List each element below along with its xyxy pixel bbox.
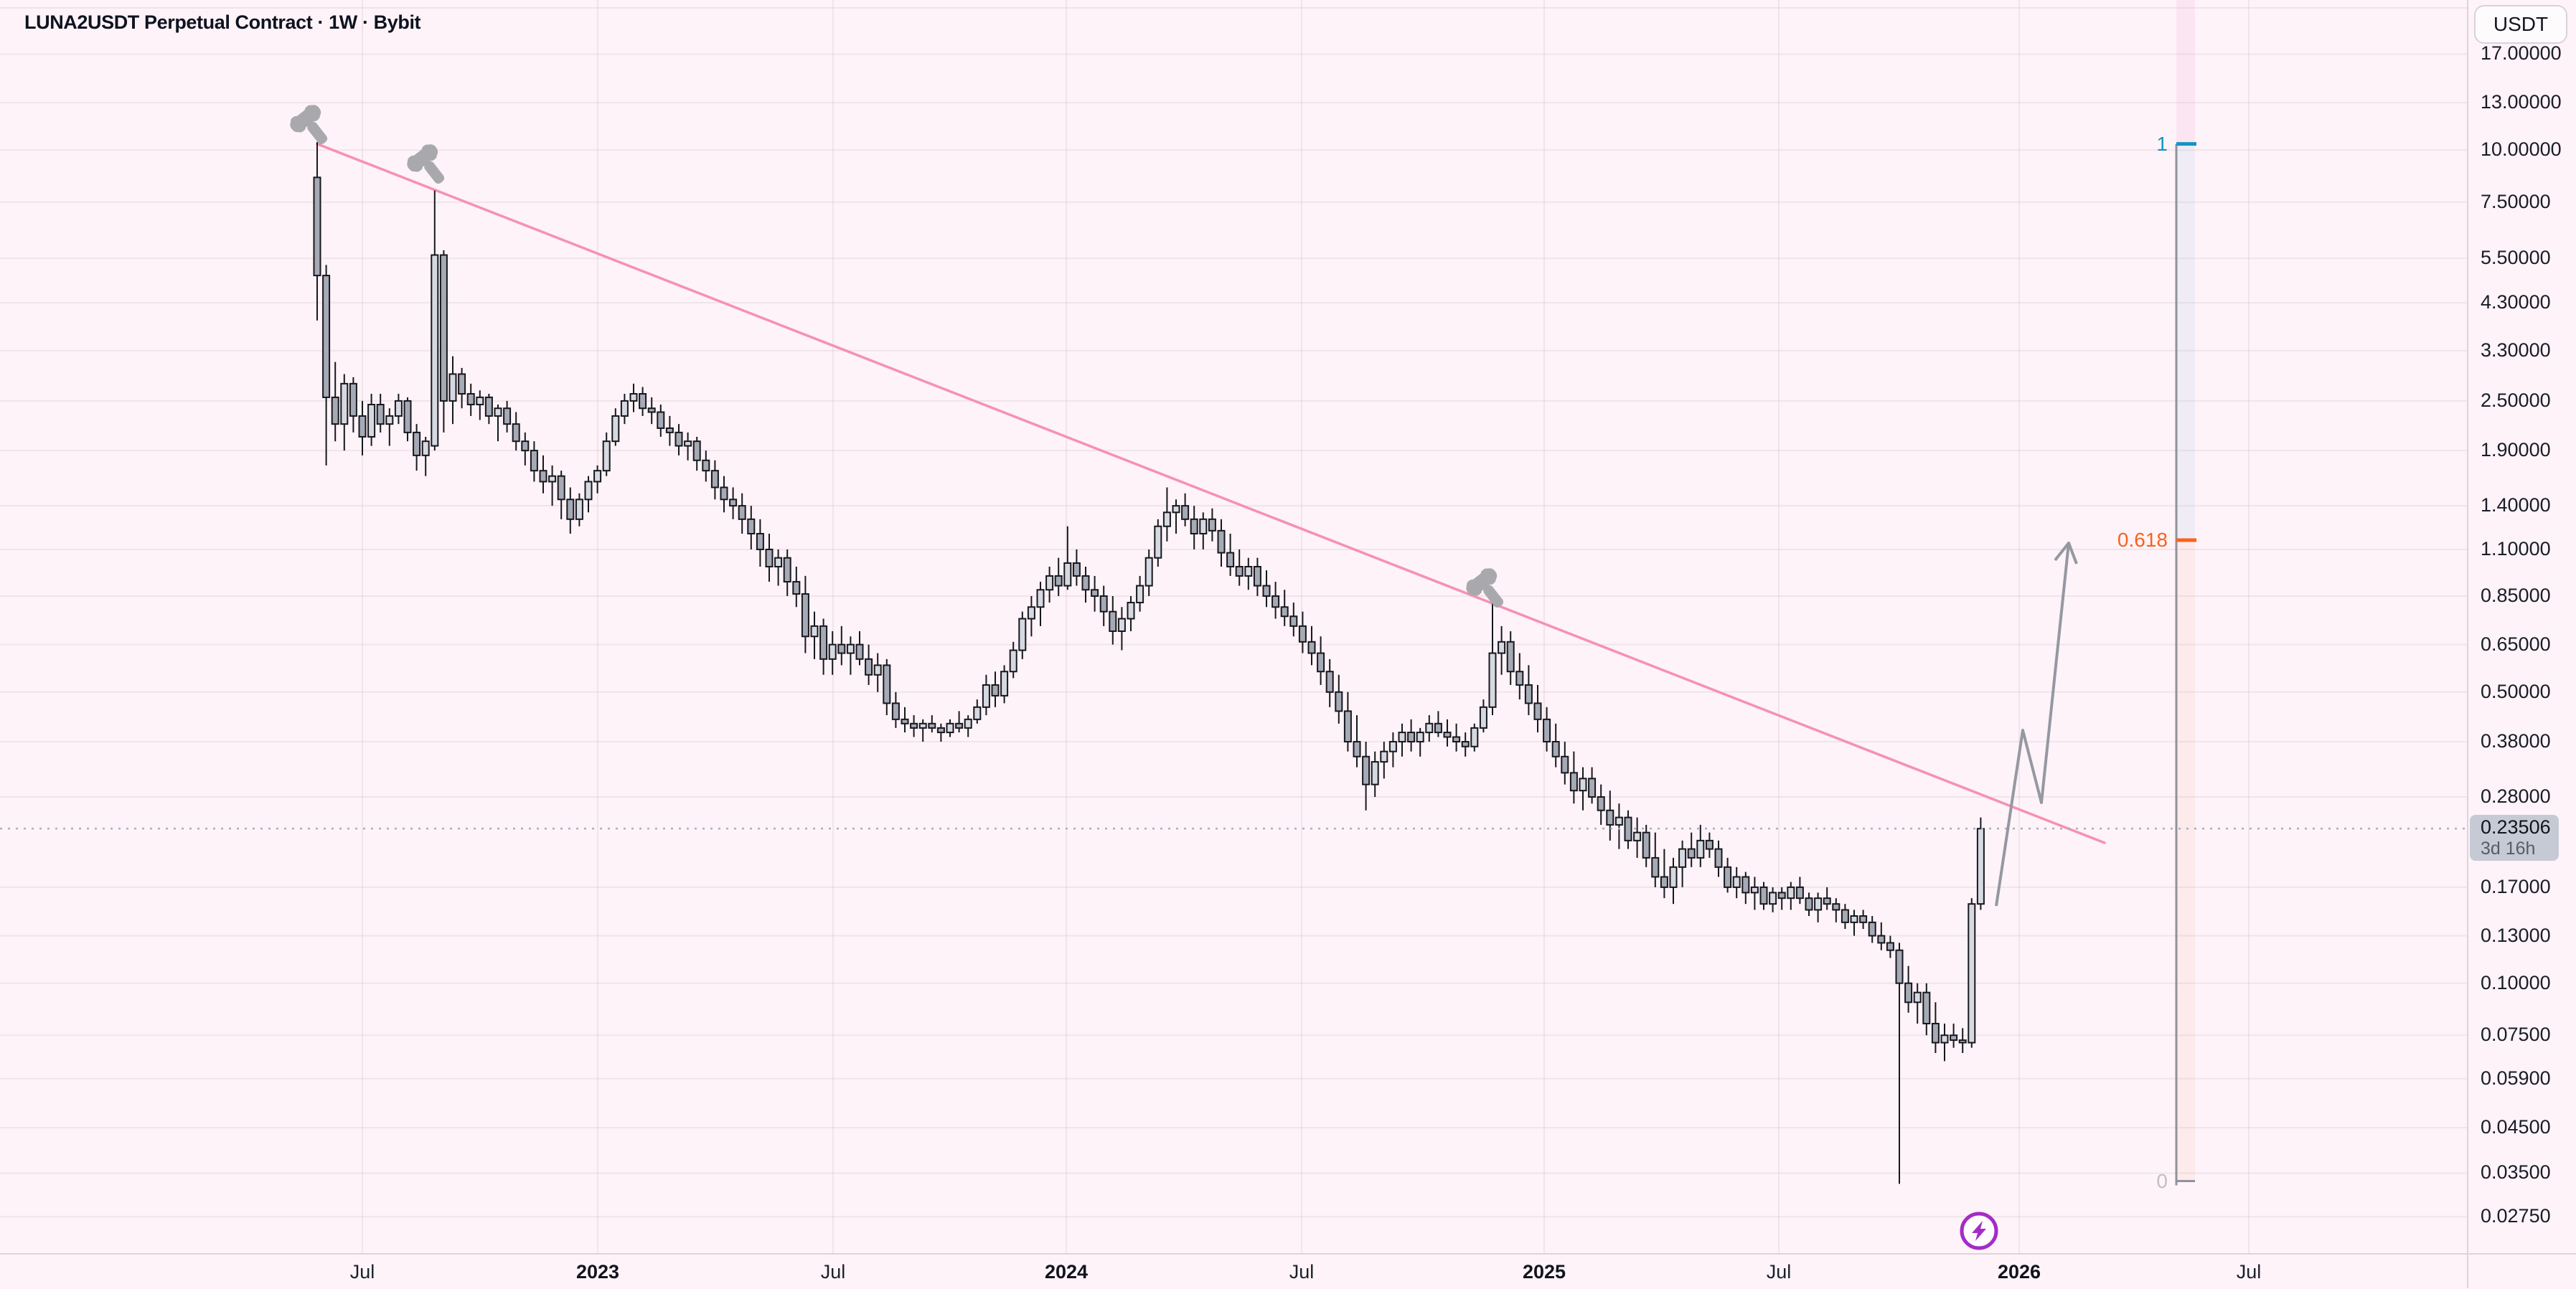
price-tick: 17.00000 [2481, 42, 2562, 65]
fib-retracement-drawing[interactable] [2175, 142, 2196, 1186]
fib-level-label: 1 [2156, 132, 2168, 155]
price-tick: 0.65000 [2481, 633, 2551, 655]
current-price-value: 0.23506 [2481, 816, 2551, 838]
candle-series [313, 142, 1985, 1184]
current-price-label: 0.23506 3d 16h [2470, 815, 2559, 861]
time-axis[interactable]: Jul 2023 Jul 2024 Jul 2025 Jul 2026 Jul [0, 1254, 2576, 1289]
currency-unit-button[interactable]: USDT [2474, 5, 2567, 44]
price-tick: 7.50000 [2481, 190, 2551, 212]
symbol-title[interactable]: LUNA2USDT Perpetual Contract · 1W · Bybi… [24, 11, 421, 33]
price-tick: 0.07500 [2481, 1024, 2551, 1046]
price-tick: 1.90000 [2481, 439, 2551, 461]
time-tick-month: Jul [349, 1261, 375, 1283]
price-tick: 0.03500 [2481, 1161, 2551, 1184]
time-tick-year: 2026 [1997, 1261, 2041, 1283]
gavel-marker-icon[interactable] [1462, 565, 1514, 617]
time-tick-year: 2023 [575, 1261, 620, 1283]
price-tick: 0.02750 [2481, 1205, 2551, 1227]
price-tick: 2.50000 [2481, 389, 2551, 411]
descending-trendline[interactable] [316, 142, 2106, 844]
fib-bands [2176, 0, 2195, 1181]
time-tick-month: Jul [1766, 1261, 1792, 1283]
price-tick: 0.17000 [2481, 875, 2551, 897]
time-tick-year: 2024 [1044, 1261, 1089, 1283]
price-axis[interactable]: USDT 17.00000 13.00000 10.00000 7.50000 5.50… [2468, 0, 2576, 1254]
price-tick: 3.30000 [2481, 339, 2551, 361]
fib-level-label: 0.618 [2117, 529, 2168, 551]
price-tick: 0.38000 [2481, 730, 2551, 752]
price-tick: 0.28000 [2481, 785, 2551, 808]
price-tick: 4.30000 [2481, 291, 2551, 313]
price-tick: 0.85000 [2481, 584, 2551, 606]
time-tick-month: Jul [820, 1261, 846, 1283]
price-tick: 10.00000 [2481, 138, 2562, 161]
time-tick-month: Jul [2236, 1261, 2262, 1283]
fib-level-label: 0 [2156, 1169, 2168, 1192]
lightning-bolt-icon[interactable] [1960, 1212, 1998, 1250]
price-tick: 0.04500 [2481, 1116, 2551, 1138]
price-tick: 0.13000 [2481, 924, 2551, 946]
price-tick: 0.50000 [2481, 680, 2551, 702]
price-tick: 1.10000 [2481, 537, 2551, 559]
price-tick: 0.05900 [2481, 1067, 2551, 1089]
gavel-marker-icon[interactable] [286, 101, 338, 154]
price-tick: 1.40000 [2481, 494, 2551, 516]
time-tick-month: Jul [1289, 1261, 1315, 1283]
projection-arrowhead [2054, 542, 2078, 565]
bar-countdown: 3d 16h [2481, 839, 2536, 859]
price-tick: 5.50000 [2481, 247, 2551, 269]
price-tick: 13.00000 [2481, 91, 2562, 113]
grid [0, 0, 2468, 1254]
time-tick-year: 2025 [1522, 1261, 1566, 1283]
projection-arrow[interactable] [1995, 542, 2070, 907]
price-tick: 0.10000 [2481, 971, 2551, 993]
gavel-marker-icon[interactable] [403, 141, 455, 193]
